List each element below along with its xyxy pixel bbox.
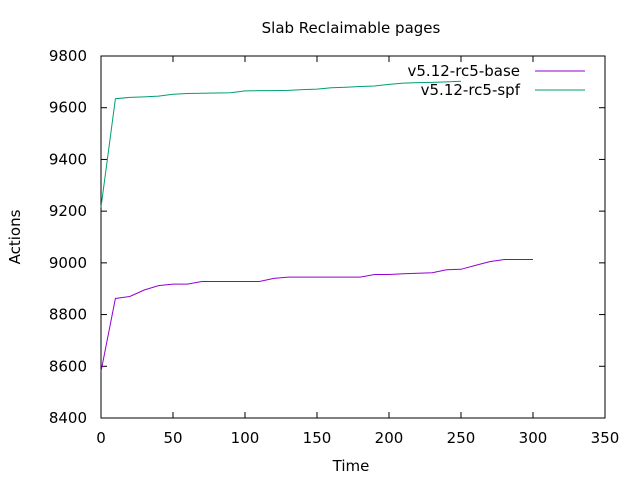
y-tick-label: 8800 [49, 306, 87, 324]
x-tick-label: 150 [303, 429, 332, 447]
legend-label: v5.12-rc5-base [408, 62, 521, 80]
x-tick-label: 200 [375, 429, 404, 447]
y-tick-label: 8400 [49, 409, 87, 427]
x-tick-label: 250 [447, 429, 476, 447]
y-tick-label: 9200 [49, 202, 87, 220]
legend-label: v5.12-rc5-spf [421, 81, 521, 99]
y-tick-label: 9400 [49, 150, 87, 168]
y-tick-label: 9000 [49, 254, 87, 272]
x-axis-title: Time [332, 457, 370, 475]
chart-title: Slab Reclaimable pages [262, 19, 441, 37]
x-tick-label: 100 [231, 429, 260, 447]
x-tick-label: 50 [163, 429, 182, 447]
y-tick-label: 9800 [49, 47, 87, 65]
series-line-0 [100, 259, 533, 372]
y-tick-label: 9600 [49, 99, 87, 117]
y-tick-label: 8600 [49, 357, 87, 375]
series-lines [100, 80, 533, 372]
plot-frame [100, 55, 606, 419]
series-line-1 [100, 80, 462, 208]
y-axis-title: Actions [6, 209, 24, 264]
x-tick-label: 0 [96, 429, 106, 447]
axis-ticks: 0 50 100 150 200 250 300 350 8400 8600 8800 9000 920… [49, 47, 620, 447]
x-tick-label: 350 [591, 429, 620, 447]
x-tick-label: 300 [519, 429, 548, 447]
